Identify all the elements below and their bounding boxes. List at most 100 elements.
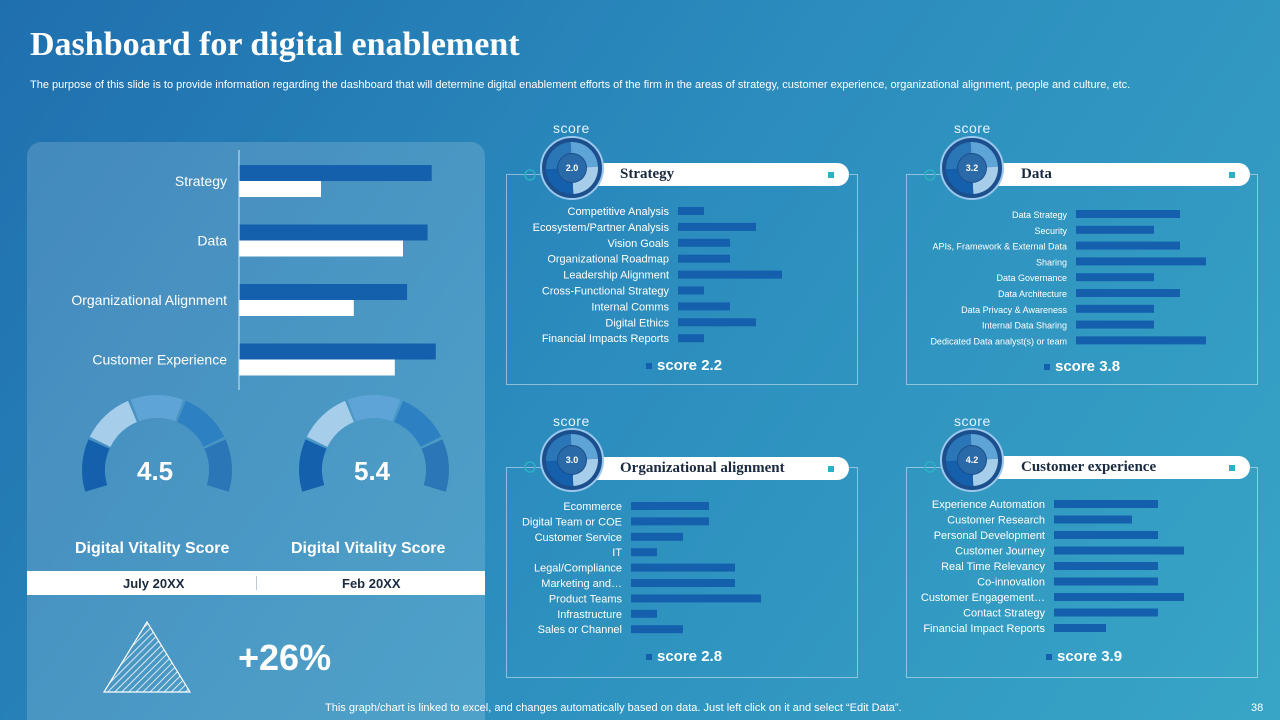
legend-square — [646, 654, 652, 661]
bar-data-governance[interactable] — [1076, 273, 1154, 282]
score-total-strategy: score 2.2 — [646, 357, 722, 374]
category-label: Co-innovation — [977, 577, 1045, 589]
gauge-segment — [299, 439, 327, 492]
bar-internal-data-sharing[interactable] — [1076, 320, 1154, 329]
bar-ecosystem-partner-analysis[interactable] — [678, 222, 756, 231]
gauge-value-july: 4.5 — [137, 456, 174, 486]
summary-bar-data-july-20xx[interactable] — [239, 224, 428, 241]
footer-note: This graph/chart is linked to excel, and… — [325, 702, 902, 714]
bar-leadership-alignment[interactable] — [678, 270, 782, 279]
bar-contact-strategy[interactable] — [1054, 608, 1158, 617]
summary-bar-data-feb-20xx[interactable] — [239, 240, 403, 257]
category-label: Data Architecture — [998, 289, 1067, 299]
bar-customer-engagement[interactable] — [1054, 593, 1184, 601]
bar-digital-ethics[interactable] — [678, 318, 756, 327]
category-label: Data Privacy & Awareness — [961, 305, 1067, 315]
category-label: Financial Impact Reports — [923, 623, 1045, 635]
bar-infrastructure[interactable] — [631, 609, 657, 618]
bar-data-privacy-awareness[interactable] — [1076, 304, 1154, 313]
panel-title-customer-experience-text: Customer experience — [1021, 459, 1157, 475]
bar-financial-impact-reports[interactable] — [1054, 624, 1106, 632]
period-july: July 20XX — [123, 576, 185, 591]
gauge-segment — [421, 439, 450, 492]
category-label: Customer Journey — [955, 546, 1045, 558]
bar-digital-team-or-coe[interactable] — [631, 517, 709, 526]
category-label: Customer Research — [947, 515, 1045, 527]
bar-dedicated-data-analyst-s-or-team[interactable] — [1076, 336, 1206, 345]
score-total-data: score 3.8 — [1044, 358, 1120, 375]
bar-marketing-and[interactable] — [631, 579, 735, 587]
bar-customer-service[interactable] — [631, 532, 683, 541]
category-label: Competitive Analysis — [568, 206, 670, 218]
gauge-segment — [89, 400, 137, 447]
connector-dot — [524, 461, 536, 473]
gauge-segment — [130, 395, 184, 422]
score-total-data-text: score 3.8 — [1055, 358, 1121, 375]
bar-apis-framework-external-data[interactable] — [1076, 241, 1180, 250]
dial-core — [558, 446, 586, 474]
bar-internal-comms[interactable] — [678, 302, 730, 311]
panel-title-organizational-alignment-text: Organizational alignment — [620, 460, 785, 476]
category-label: Leadership Alignment — [563, 270, 669, 282]
score-caption-customer-experience: score — [954, 413, 991, 429]
dial-segment — [946, 168, 974, 195]
bar-co-innovation[interactable] — [1054, 577, 1158, 586]
bar-customer-research[interactable] — [1054, 515, 1132, 524]
bar-personal-development[interactable] — [1054, 531, 1158, 539]
bar-legal-compliance[interactable] — [631, 563, 735, 572]
category-label: Organizational Roadmap — [547, 254, 669, 266]
bar-organizational-roadmap[interactable] — [678, 254, 730, 263]
bar-ecommerce[interactable] — [631, 502, 709, 510]
bar-financial-impacts-reports[interactable] — [678, 334, 704, 343]
bar-real-time-relevancy[interactable] — [1054, 562, 1158, 570]
bar-competitive-analysis[interactable] — [678, 207, 704, 215]
chart-customer-experience[interactable]: Experience Automation Customer Research Pe… — [921, 428, 1184, 635]
chart-strategy[interactable]: Competitive Analysis Ecosystem/Partner An… — [524, 136, 782, 345]
category-label: Data Strategy — [1012, 210, 1068, 220]
category-label: Legal/Compliance — [534, 563, 622, 575]
dial-segment — [570, 434, 598, 460]
bar-data-strategy[interactable] — [1076, 210, 1180, 218]
bar-cross-functional-strategy[interactable] — [678, 286, 704, 295]
score-caption-strategy: score — [553, 120, 590, 136]
summary-bar-organizational-alignment-feb-20xx[interactable] — [239, 300, 354, 316]
summary-category-label: Customer Experience — [92, 352, 227, 368]
bar-customer-journey[interactable] — [1054, 546, 1184, 555]
summary-category-label: Data — [197, 233, 227, 249]
gauge-segment — [306, 400, 354, 447]
bar-experience-automation[interactable] — [1054, 500, 1158, 508]
gauge-segment — [347, 394, 401, 422]
category-label: Sales or Channel — [538, 624, 622, 636]
dial-segment — [546, 460, 574, 486]
dial-segment — [970, 434, 998, 460]
bar-vision-goals[interactable] — [678, 238, 730, 247]
bar-sales-or-channel[interactable] — [631, 625, 683, 634]
score-caption-organizational-alignment: score — [553, 413, 590, 429]
summary-bar-customer-experience-july-20xx[interactable] — [239, 343, 436, 360]
summary-bar-customer-experience-feb-20xx[interactable] — [239, 359, 395, 376]
bar-it[interactable] — [631, 548, 657, 557]
chart-organizational-alignment[interactable]: Ecommerce Digital Team or COE Customer Ser… — [522, 428, 761, 636]
connector-dot — [924, 461, 936, 473]
chart-data[interactable]: Data Strategy Security APIs, Framework & E… — [924, 136, 1206, 346]
gauge-segment — [82, 439, 110, 492]
bar-security[interactable] — [1076, 225, 1154, 234]
category-label: Internal Comms — [591, 301, 669, 313]
summary-category-label: Organizational Alignment — [71, 292, 227, 308]
summary-bar-strategy-feb-20xx[interactable] — [239, 181, 321, 197]
bar-sharing[interactable] — [1076, 257, 1206, 266]
bar-data-architecture[interactable] — [1076, 289, 1180, 297]
category-label: Personal Development — [934, 530, 1045, 542]
panel-title-data-text: Data — [1021, 166, 1052, 182]
bar-product-teams[interactable] — [631, 594, 761, 603]
period-feb: Feb 20XX — [342, 576, 401, 591]
dial-segment — [546, 168, 574, 194]
dial-segment — [970, 141, 998, 168]
summary-bar-strategy-july-20xx[interactable] — [239, 165, 432, 181]
page-title: Dashboard for digital enablement — [30, 26, 520, 63]
score-caption-data: score — [954, 120, 991, 136]
summary-bar-organizational-alignment-july-20xx[interactable] — [239, 284, 408, 300]
